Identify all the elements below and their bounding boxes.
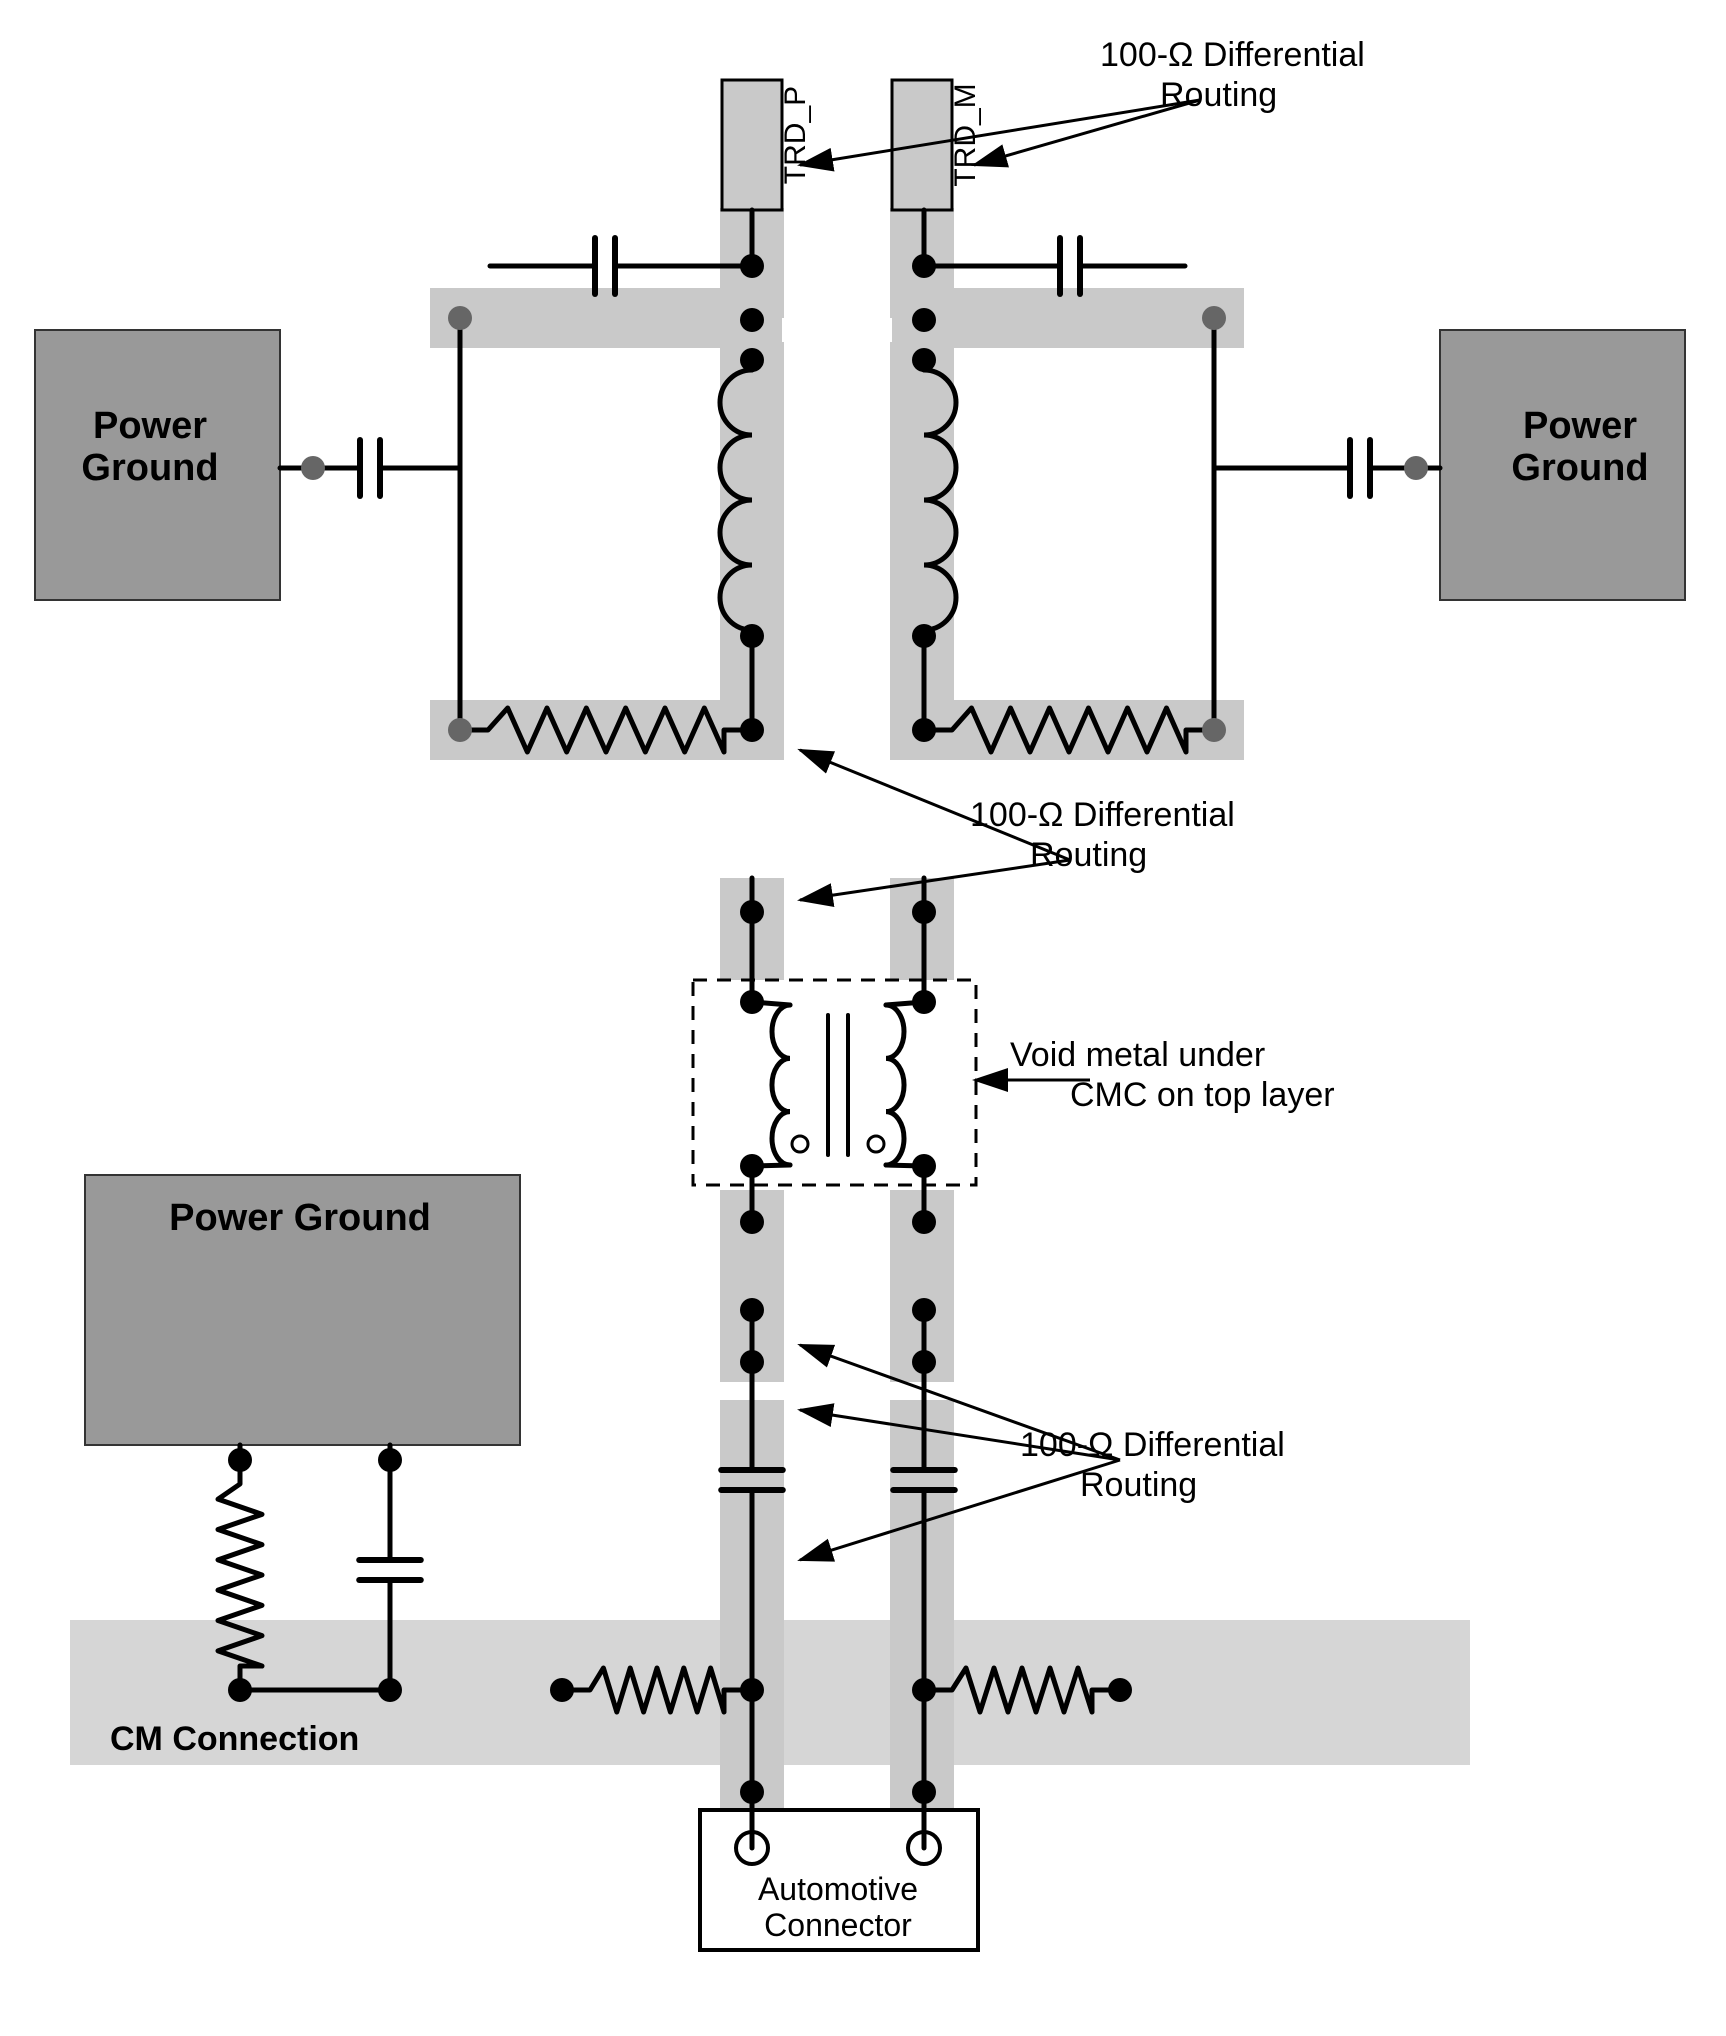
node-icon [378,1448,402,1472]
svg-text:Ground: Ground [1511,447,1648,489]
svg-text:Power: Power [1523,405,1637,447]
node-icon [740,254,764,278]
inductor-icon [772,1005,790,1165]
svg-text:Automotive: Automotive [758,1871,918,1907]
svg-text:100-Ω Differential: 100-Ω Differential [1020,1426,1285,1464]
node-icon [740,1154,764,1178]
h-rail [892,288,1244,348]
node-icon [912,1350,936,1374]
node-icon [740,718,764,742]
node-icon [1202,718,1226,742]
svg-text:Void metal under: Void metal under [1010,1036,1265,1074]
node-icon [912,1678,936,1702]
pin-trd_p [722,80,782,210]
node-icon [1108,1678,1132,1702]
inductor-icon [886,1005,904,1165]
node-icon [912,1298,936,1322]
svg-text:Ground: Ground [81,447,218,489]
svg-text:Routing: Routing [1080,1466,1197,1504]
node-icon [740,990,764,1014]
svg-text:CM Connection: CM Connection [110,1720,359,1758]
layout-diagram: TRD_PTRD_M100-Ω DifferentialRouting100-Ω… [0,0,1726,2036]
svg-text:CMC on top layer: CMC on top layer [1070,1076,1335,1114]
pin-label-trd_p: TRD_P [779,86,812,184]
node-icon [378,1678,402,1702]
node-icon [740,1210,764,1234]
node-icon [228,1678,252,1702]
node-icon [912,348,936,372]
node-icon [740,624,764,648]
svg-text:100-Ω Differential: 100-Ω Differential [970,796,1235,834]
node-icon [550,1678,574,1702]
svg-text:Connector: Connector [764,1907,912,1943]
svg-text:Routing: Routing [1160,76,1277,114]
node-icon [740,308,764,332]
node-icon [912,718,936,742]
cmc-void-box [693,980,976,1185]
node-icon [912,900,936,924]
node-icon [740,1780,764,1804]
svg-text:Routing: Routing [1030,836,1147,874]
node-icon [740,1678,764,1702]
node-icon [448,718,472,742]
node-icon [740,1350,764,1374]
node-icon [912,308,936,332]
callout-arrow-icon [800,100,1200,165]
node-icon [740,348,764,372]
callout-arrow-icon [800,1345,1120,1460]
node-icon [912,990,936,1014]
node-icon [912,254,936,278]
node-icon [301,456,325,480]
polarity-dot-icon [792,1136,808,1152]
node-icon [228,1448,252,1472]
svg-text:100-Ω Differential: 100-Ω Differential [1100,36,1365,74]
node-icon [740,1298,764,1322]
node-icon [1202,306,1226,330]
node-icon [912,1780,936,1804]
node-icon [1404,456,1428,480]
node-icon [740,900,764,924]
polarity-dot-icon [868,1136,884,1152]
h-rail [430,288,782,348]
callout-arrow-icon [800,1460,1120,1560]
node-icon [912,1210,936,1234]
svg-text:Power: Power [93,405,207,447]
node-icon [912,624,936,648]
node-icon [912,1154,936,1178]
node-icon [448,306,472,330]
svg-text:Power Ground: Power Ground [169,1197,431,1239]
